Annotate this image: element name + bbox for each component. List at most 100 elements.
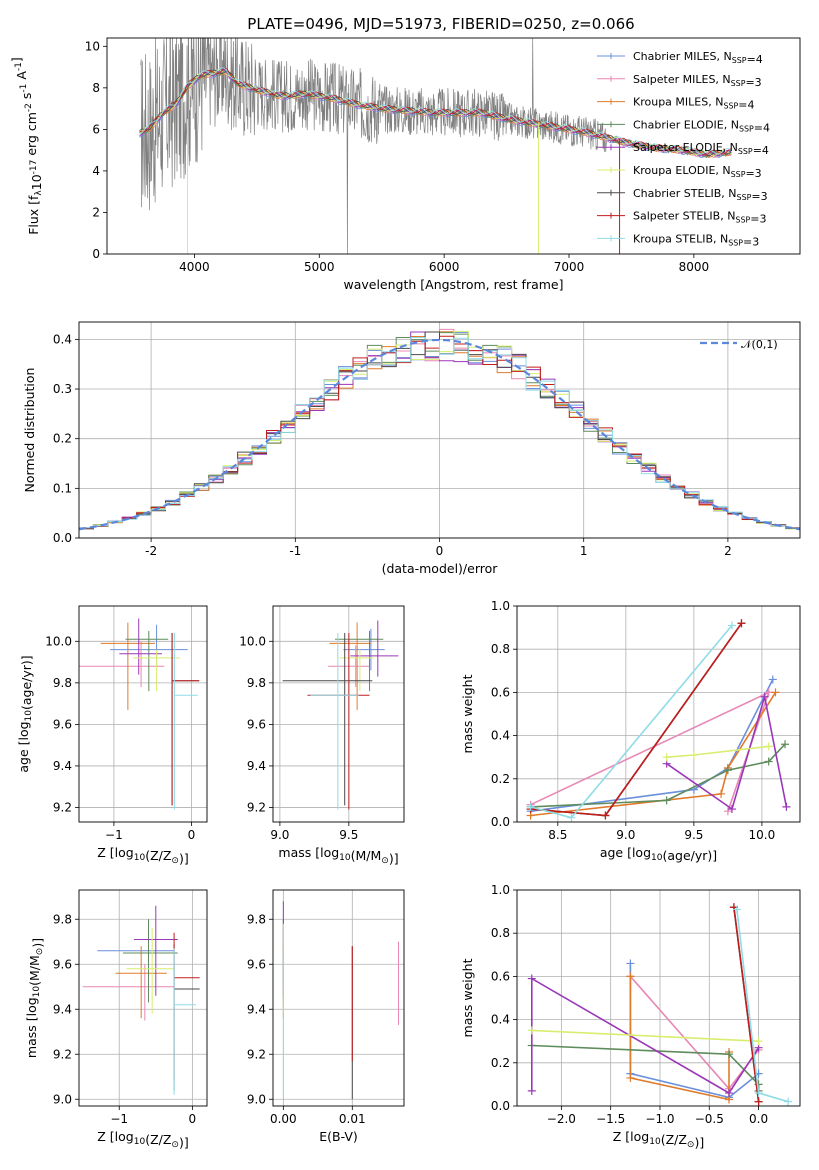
y-tick-label: 9.8 — [53, 912, 72, 926]
x-tick-label: 0 — [189, 1112, 197, 1126]
weight-point — [567, 813, 576, 822]
y-tick-label: 9.2 — [53, 1047, 72, 1061]
x-tick-label: 9.5 — [684, 828, 703, 842]
y-tick-label: 4 — [92, 164, 100, 178]
y-tick-label: 0.2 — [53, 432, 72, 446]
x-tick-label: -1 — [289, 544, 301, 558]
y-tick-label: 0.6 — [491, 685, 510, 699]
y-tick-label: 9.8 — [247, 676, 266, 690]
mass_vs_Z-frame — [78, 889, 208, 1107]
legend-label: Chabrier STELIB, NSSP=3 — [633, 187, 768, 203]
x-tick-label: −2.0 — [547, 1112, 576, 1126]
spectrum-model-line — [139, 67, 732, 156]
y-tick-label: 0 — [92, 247, 100, 261]
weight-point — [764, 688, 773, 697]
x-tick-label: −1.5 — [596, 1112, 625, 1126]
y-tick-label: 0.6 — [491, 969, 510, 983]
y-tick-label: 9.0 — [247, 1092, 266, 1106]
x-tick-label: 2 — [724, 544, 732, 558]
residuals-frame — [78, 321, 801, 539]
y-tick-label: 9.4 — [53, 759, 72, 773]
y-tick-label: 10.0 — [239, 634, 266, 648]
age_vs_Z-ylabel: age [log10(age/yr)] — [16, 655, 34, 772]
weight-series-line — [629, 976, 730, 1101]
spectrum-plot-area — [139, 38, 732, 254]
weight_vs_age-plot-area — [517, 606, 800, 822]
y-tick-label: 0.8 — [491, 926, 510, 940]
weight-point — [784, 1097, 793, 1106]
weight-point — [689, 751, 698, 760]
weight-series-line — [629, 975, 760, 1090]
y-tick-label: 9.8 — [53, 676, 72, 690]
x-tick-label: -2 — [145, 544, 157, 558]
y-tick-label: 2 — [92, 205, 100, 219]
y-tick-label: 0.2 — [491, 772, 510, 786]
weight-point — [526, 802, 535, 811]
weight_vs_age-xlabel: age [log10(age/yr)] — [600, 845, 717, 863]
legend-label: Salpeter ELODIE, NSSP=4 — [633, 141, 769, 157]
y-tick-label: 9.4 — [247, 759, 266, 773]
spectrum-model-line — [139, 67, 732, 155]
y-tick-label: 9.2 — [247, 800, 266, 814]
legend-label: Kroupa STELIB, NSSP=3 — [633, 232, 759, 248]
x-tick-label: 10.0 — [749, 828, 776, 842]
x-tick-label: 0.00 — [270, 1112, 297, 1126]
y-tick-label: 0.0 — [491, 1099, 510, 1113]
y-tick-label: 9.2 — [247, 1047, 266, 1061]
weight-point — [725, 1050, 734, 1059]
y-tick-label: 0.4 — [491, 729, 510, 743]
weight-series-line — [736, 909, 789, 1103]
x-tick-label: −0.5 — [695, 1112, 724, 1126]
weight-point — [626, 1073, 635, 1082]
weight_vs_Z-ylabel: mass weight — [460, 958, 475, 1037]
x-tick-label: 8.5 — [548, 828, 567, 842]
mass_vs_Z-ylabel: mass [log10(M/M⊙)] — [24, 938, 45, 1058]
weight_vs_Z-xlabel: Z [log10(Z/Z⊙)] — [613, 1129, 704, 1150]
weight-point — [764, 757, 773, 766]
y-tick-label: 0.4 — [53, 332, 72, 346]
legend-label: Chabrier ELODIE, NSSP=4 — [633, 118, 770, 134]
y-tick-label: 0.0 — [53, 531, 72, 545]
x-tick-label: 7000 — [554, 260, 585, 274]
weight-point — [768, 675, 777, 684]
x-tick-label: 8000 — [679, 260, 710, 274]
weight-point — [723, 766, 732, 775]
x-tick-label: 0.01 — [339, 1112, 366, 1126]
weight_vs_Z-axes: −2.0 −1.5 −1.0 −0.5 0.0 0.0 0.2 0.4 0.6 0.8 1.0 Z [… — [460, 883, 801, 1150]
mass_vs_ebv-frame — [272, 889, 405, 1107]
y-tick-label: 9.6 — [247, 717, 266, 731]
x-tick-label: 0.0 — [749, 1112, 768, 1126]
legend-label: Chabrier MILES, NSSP=4 — [633, 50, 763, 66]
age_vs_mass-frame — [272, 605, 405, 823]
mass_vs_Z-plot-area — [79, 890, 207, 1106]
y-tick-label: 0.4 — [491, 1013, 510, 1027]
y-tick-label: 0.0 — [491, 815, 510, 829]
x-tick-label: 9.5 — [339, 828, 358, 842]
age_vs_mass-axes: 9.0 9.5 9.2 9.4 9.6 9.8 10.0 mass [log10(M/M⊙)] — [239, 605, 405, 866]
spectrum-axes: 4000 5000 6000 7000 8000 0 2 4 6 8 10 wavelength [A… — [9, 37, 801, 292]
y-tick-label: 0.2 — [491, 1056, 510, 1070]
residuals-axes: -2 -1 0 1 2 0.0 0.1 0.2 0.3 0.4 (data-model)/error… — [22, 321, 801, 576]
age_vs_Z-frame — [78, 605, 208, 823]
weight-point — [527, 1026, 536, 1035]
weight_vs_Z-frame — [516, 889, 801, 1107]
weight-point — [626, 959, 635, 968]
spectrum-model-line — [139, 69, 732, 158]
age_vs_Z-xlabel: Z [log10(Z/Z⊙)] — [97, 845, 188, 866]
age_vs_mass-xlabel: mass [log10(M/M⊙)] — [278, 845, 398, 866]
weight_vs_age-axes: 8.5 9.0 9.5 10.0 0.0 0.2 0.4 0.6 0.8 1.0 age [log1… — [460, 599, 801, 863]
x-tick-label: 0 — [188, 828, 196, 842]
x-tick-label: 5000 — [304, 260, 335, 274]
spectrum-legend: Chabrier MILES, NSSP=4 Salpeter MILES, NS… — [597, 50, 770, 248]
weight-point — [725, 1089, 734, 1098]
x-tick-label: 9.0 — [270, 828, 289, 842]
spectrum-ylabel: Flux [fλ10-17 erg cm-2 s-1 A-1] — [9, 57, 44, 235]
legend-label: Salpeter MILES, NSSP=3 — [633, 73, 762, 89]
weight_vs_age-ylabel: mass weight — [460, 674, 475, 753]
x-tick-label: −1 — [105, 828, 123, 842]
weight_vs_age-frame — [516, 605, 801, 823]
weight-point — [754, 1037, 763, 1046]
legend-label: 𝒩(0,1) — [741, 338, 778, 351]
y-tick-label: 0.3 — [53, 382, 72, 396]
x-tick-label: −1.0 — [645, 1112, 674, 1126]
